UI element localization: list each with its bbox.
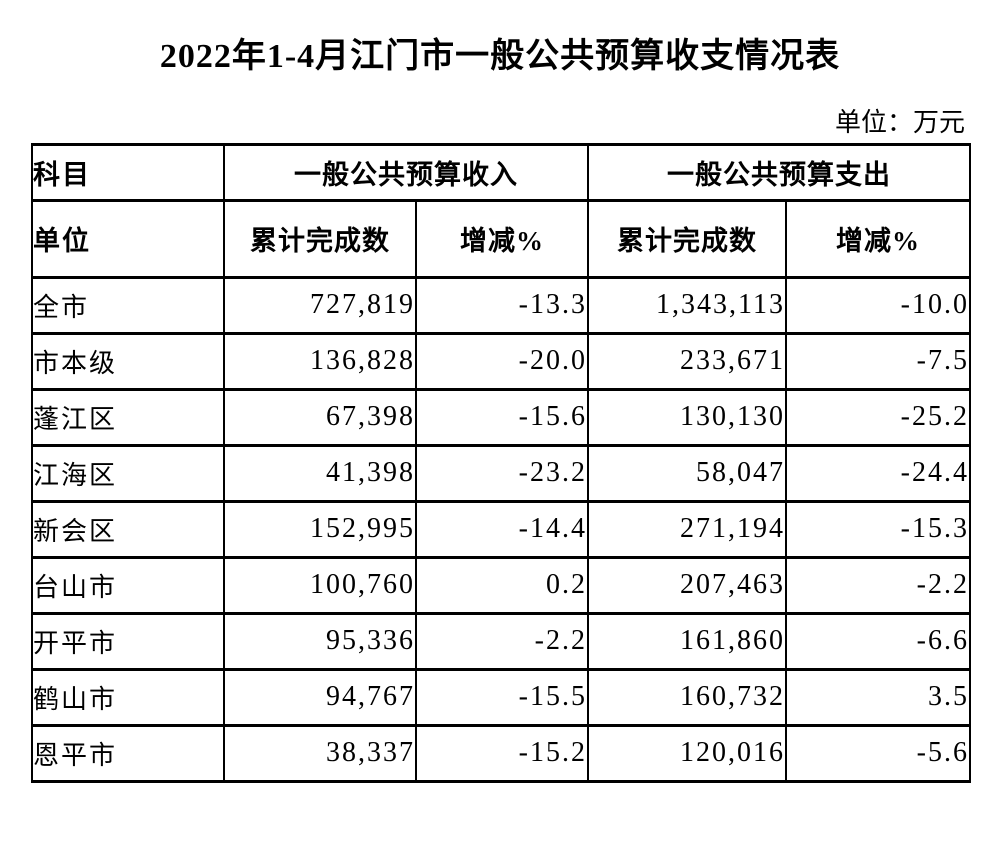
income-change-cell: -15.5 bbox=[415, 667, 589, 727]
expense-change-cell: -6.6 bbox=[785, 611, 971, 671]
header-expense-total-cell: 累计完成数 bbox=[587, 198, 787, 279]
expense-total-cell: 160,732 bbox=[587, 667, 787, 727]
expense-total-cell: 58,047 bbox=[587, 443, 787, 503]
expense-total-cell: 1,343,113 bbox=[587, 275, 787, 335]
header-row-columns: 单位 累计完成数 增减% 累计完成数 增减% bbox=[31, 198, 971, 279]
income-change-cell: -20.0 bbox=[415, 331, 589, 391]
expense-total-cell: 130,130 bbox=[587, 387, 787, 447]
header-expense-change-cell: 增减% bbox=[785, 198, 971, 279]
header-income-group-cell: 一般公共预算收入 bbox=[223, 142, 589, 202]
table-row: 蓬江区 67,398 -15.6 130,130 -25.2 bbox=[31, 387, 971, 447]
income-total-cell: 727,819 bbox=[223, 275, 417, 335]
income-total-cell: 136,828 bbox=[223, 331, 417, 391]
expense-total-cell: 120,016 bbox=[587, 723, 787, 783]
expense-change-cell: -25.2 bbox=[785, 387, 971, 447]
region-name-cell: 新会区 bbox=[31, 499, 225, 559]
table-row: 新会区 152,995 -14.4 271,194 -15.3 bbox=[31, 499, 971, 559]
region-name-cell: 市本级 bbox=[31, 331, 225, 391]
income-total-cell: 94,767 bbox=[223, 667, 417, 727]
region-name-cell: 江海区 bbox=[31, 443, 225, 503]
expense-change-cell: -15.3 bbox=[785, 499, 971, 559]
income-total-cell: 152,995 bbox=[223, 499, 417, 559]
expense-total-cell: 271,194 bbox=[587, 499, 787, 559]
income-change-cell: -14.4 bbox=[415, 499, 589, 559]
header-row-groups: 科目 一般公共预算收入 一般公共预算支出 bbox=[31, 142, 971, 202]
table-row: 开平市 95,336 -2.2 161,860 -6.6 bbox=[31, 611, 971, 671]
region-name-cell: 蓬江区 bbox=[31, 387, 225, 447]
income-change-cell: -23.2 bbox=[415, 443, 589, 503]
table-row: 恩平市 38,337 -15.2 120,016 -5.6 bbox=[31, 723, 971, 783]
table-row: 鹤山市 94,767 -15.5 160,732 3.5 bbox=[31, 667, 971, 727]
expense-total-cell: 161,860 bbox=[587, 611, 787, 671]
table-header: 科目 一般公共预算收入 一般公共预算支出 单位 累计完成数 增减% 累计完成数 … bbox=[31, 142, 971, 279]
income-total-cell: 95,336 bbox=[223, 611, 417, 671]
expense-change-cell: -7.5 bbox=[785, 331, 971, 391]
header-income-change-cell: 增减% bbox=[415, 198, 589, 279]
income-change-cell: -13.3 bbox=[415, 275, 589, 335]
expense-change-cell: -2.2 bbox=[785, 555, 971, 615]
table-row: 台山市 100,760 0.2 207,463 -2.2 bbox=[31, 555, 971, 615]
region-name-cell: 全市 bbox=[31, 275, 225, 335]
page-title: 2022年1-4月江门市一般公共预算收支情况表 bbox=[159, 38, 841, 75]
region-name-cell: 开平市 bbox=[31, 611, 225, 671]
region-name-cell: 台山市 bbox=[31, 555, 225, 615]
income-change-cell: -15.2 bbox=[415, 723, 589, 783]
expense-change-cell: -10.0 bbox=[785, 275, 971, 335]
income-total-cell: 38,337 bbox=[223, 723, 417, 783]
income-total-cell: 100,760 bbox=[223, 555, 417, 615]
table-row: 江海区 41,398 -23.2 58,047 -24.4 bbox=[31, 443, 971, 503]
income-total-cell: 67,398 bbox=[223, 387, 417, 447]
table-container: 单位：万元 科目 一般公共预算收入 一般公共预算支出 单位 累计完成数 增减% bbox=[31, 108, 971, 783]
budget-table: 科目 一般公共预算收入 一般公共预算支出 单位 累计完成数 增减% 累计完成数 … bbox=[31, 142, 971, 783]
expense-total-cell: 233,671 bbox=[587, 331, 787, 391]
unit-label: 单位：万元 bbox=[834, 108, 965, 138]
expense-total-cell: 207,463 bbox=[587, 555, 787, 615]
expense-change-cell: 3.5 bbox=[785, 667, 971, 727]
header-income-total-cell: 累计完成数 bbox=[223, 198, 417, 279]
region-name-cell: 恩平市 bbox=[31, 723, 225, 783]
table-row: 市本级 136,828 -20.0 233,671 -7.5 bbox=[31, 331, 971, 391]
expense-change-cell: -5.6 bbox=[785, 723, 971, 783]
header-expense-group-cell: 一般公共预算支出 bbox=[587, 142, 971, 202]
income-change-cell: -2.2 bbox=[415, 611, 589, 671]
expense-change-cell: -24.4 bbox=[785, 443, 971, 503]
income-total-cell: 41,398 bbox=[223, 443, 417, 503]
income-change-cell: 0.2 bbox=[415, 555, 589, 615]
table-body: 全市 727,819 -13.3 1,343,113 -10.0 市本级 136… bbox=[31, 275, 971, 783]
header-subject-cell: 科目 bbox=[31, 142, 225, 202]
income-change-cell: -15.6 bbox=[415, 387, 589, 447]
table-row: 全市 727,819 -13.3 1,343,113 -10.0 bbox=[31, 275, 971, 335]
region-name-cell: 鹤山市 bbox=[31, 667, 225, 727]
header-unit-cell: 单位 bbox=[31, 198, 225, 279]
